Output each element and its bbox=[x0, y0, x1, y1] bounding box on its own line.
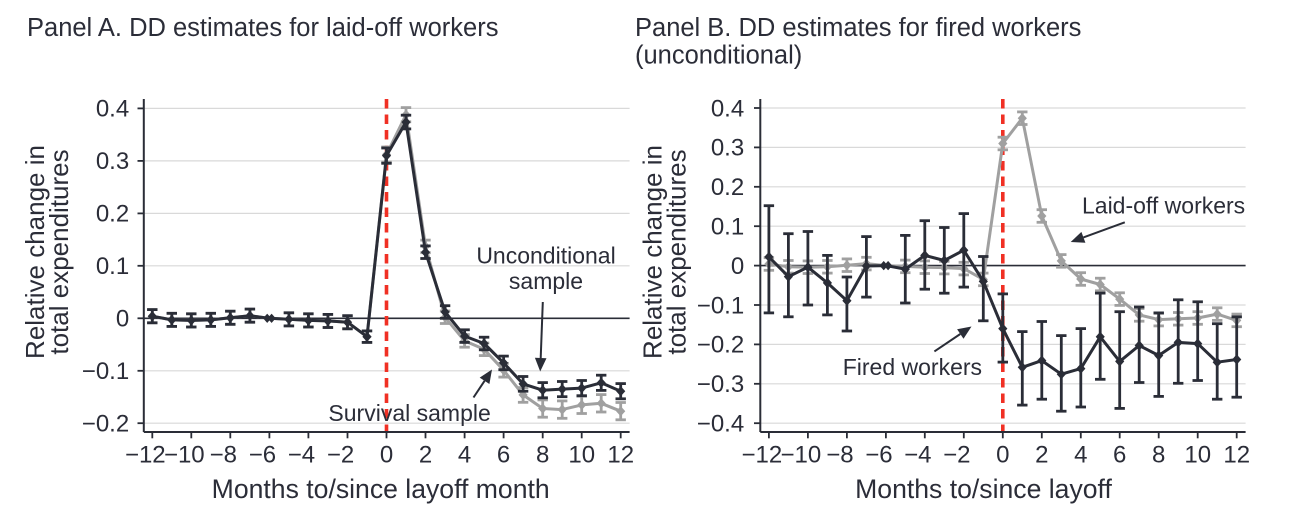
svg-text:−0.2: −0.2 bbox=[82, 411, 129, 438]
svg-text:total expenditures: total expenditures bbox=[662, 149, 692, 354]
svg-text:2: 2 bbox=[1035, 441, 1048, 468]
svg-text:12: 12 bbox=[607, 441, 634, 468]
svg-text:−10: −10 bbox=[781, 441, 822, 468]
svg-text:−0.2: −0.2 bbox=[697, 332, 744, 359]
svg-text:12: 12 bbox=[1223, 441, 1250, 468]
svg-text:0: 0 bbox=[996, 441, 1009, 468]
svg-text:8: 8 bbox=[1152, 441, 1165, 468]
svg-text:Laid-off workers: Laid-off workers bbox=[1082, 192, 1245, 218]
svg-text:Months to/since layoff month: Months to/since layoff month bbox=[212, 474, 550, 504]
svg-text:4: 4 bbox=[458, 441, 471, 468]
svg-text:−12: −12 bbox=[742, 441, 783, 468]
svg-text:Fired workers: Fired workers bbox=[843, 354, 982, 380]
svg-text:−0.3: −0.3 bbox=[697, 371, 744, 398]
svg-text:sample: sample bbox=[509, 268, 583, 294]
svg-text:0.2: 0.2 bbox=[96, 201, 129, 228]
svg-text:−2: −2 bbox=[327, 441, 354, 468]
svg-text:10: 10 bbox=[568, 441, 595, 468]
svg-text:−6: −6 bbox=[249, 441, 276, 468]
svg-text:0.4: 0.4 bbox=[711, 95, 744, 122]
svg-text:−8: −8 bbox=[826, 441, 853, 468]
svg-text:0: 0 bbox=[116, 306, 129, 333]
svg-text:0.4: 0.4 bbox=[96, 96, 129, 123]
svg-text:0.1: 0.1 bbox=[96, 253, 129, 280]
svg-text:6: 6 bbox=[1113, 441, 1126, 468]
svg-text:−10: −10 bbox=[164, 441, 205, 468]
svg-text:total expenditures: total expenditures bbox=[44, 149, 74, 354]
svg-text:−0.4: −0.4 bbox=[697, 411, 744, 438]
svg-text:0.3: 0.3 bbox=[96, 148, 129, 175]
svg-text:Survival sample: Survival sample bbox=[328, 400, 490, 426]
svg-text:0: 0 bbox=[380, 441, 393, 468]
svg-text:(unconditional): (unconditional) bbox=[635, 42, 802, 70]
svg-text:−0.1: −0.1 bbox=[697, 292, 744, 319]
svg-text:0.2: 0.2 bbox=[711, 174, 744, 201]
svg-text:Panel B. DD estimates for fire: Panel B. DD estimates for fired workers bbox=[635, 14, 1081, 42]
svg-text:0.3: 0.3 bbox=[711, 135, 744, 162]
svg-text:8: 8 bbox=[536, 441, 549, 468]
svg-text:−2: −2 bbox=[943, 441, 970, 468]
svg-text:4: 4 bbox=[1074, 441, 1087, 468]
svg-text:Relative change in: Relative change in bbox=[20, 145, 50, 359]
svg-text:Relative change in: Relative change in bbox=[638, 145, 668, 359]
svg-text:−8: −8 bbox=[210, 441, 237, 468]
svg-text:0.1: 0.1 bbox=[711, 214, 744, 241]
svg-text:Panel A. DD estimates for laid: Panel A. DD estimates for laid-off worke… bbox=[27, 14, 498, 42]
svg-text:−6: −6 bbox=[865, 441, 892, 468]
svg-text:0: 0 bbox=[731, 253, 744, 280]
svg-text:Unconditional: Unconditional bbox=[476, 242, 615, 268]
svg-text:6: 6 bbox=[497, 441, 510, 468]
svg-text:Months to/since layoff: Months to/since layoff bbox=[855, 474, 1112, 504]
svg-text:−0.1: −0.1 bbox=[82, 358, 129, 385]
svg-text:10: 10 bbox=[1184, 441, 1211, 468]
svg-text:−12: −12 bbox=[125, 441, 166, 468]
svg-text:−4: −4 bbox=[904, 441, 931, 468]
svg-text:2: 2 bbox=[419, 441, 432, 468]
svg-text:−4: −4 bbox=[288, 441, 315, 468]
